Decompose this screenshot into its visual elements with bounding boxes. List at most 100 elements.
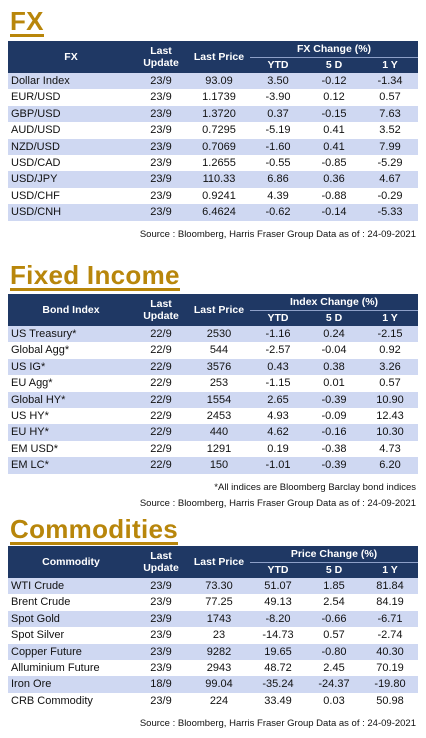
cell-price: 1.2655 — [202, 157, 236, 170]
cell-name: USD/CHF — [11, 189, 60, 202]
cell-c2: -0.39 — [306, 457, 362, 474]
cell-name: Spot Silver — [11, 629, 65, 642]
cell-update: 22/9 — [134, 326, 188, 343]
cell-price: 0.9241 — [202, 189, 236, 202]
cell-c1: -1.01 — [250, 457, 306, 474]
cell-c3: 10.90 — [362, 391, 419, 409]
cell-name: EU HY* — [8, 424, 134, 441]
cell-update: 23/9 — [134, 578, 188, 595]
table-row: US IG* 22/9 3576 0.43 0.38 3.26 — [8, 358, 419, 376]
table-row: GBP/USD 23/9 1.3720 0.37 -0.15 7.63 — [8, 105, 419, 123]
cell-c3: 70.19 — [376, 662, 404, 675]
cell-c3: 0.57 — [379, 91, 401, 104]
cell-name: US IG* — [8, 358, 134, 376]
cell-update: 22/9 — [134, 457, 188, 474]
cell-update: 22/9 — [134, 424, 188, 441]
cell-update: 23/9 — [150, 124, 172, 137]
cell-update: 23/9 — [150, 596, 172, 609]
cell-c3: 10.30 — [362, 424, 419, 441]
cell-c1: 48.72 — [264, 662, 292, 675]
table-row: Alluminium Future 23/9 2943 48.72 2.45 70.19 — [8, 660, 418, 676]
fx-title-underline — [10, 34, 44, 37]
fixed-income-note: *All indices are Bloomberg Barclay bond … — [214, 482, 416, 493]
cell-c2: 0.12 — [323, 91, 345, 104]
cell-name: USD/CNH — [8, 204, 134, 221]
table-row: USD/JPY 23/9 110.33 6.86 0.36 4.67 — [8, 171, 419, 188]
cell-c2: -0.16 — [306, 424, 362, 441]
cell-c1: 0.43 — [250, 358, 306, 376]
table-row: EU Agg* 22/9 253 -1.15 0.01 0.57 — [8, 375, 418, 391]
cell-update: 22/9 — [134, 358, 188, 376]
cell-c3: 7.63 — [362, 105, 419, 123]
cell-update: 23/9 — [134, 610, 188, 628]
cell-update: 22/9 — [150, 377, 172, 390]
fixed-income-header-price: Last Price — [188, 294, 250, 326]
cell-c2: 0.24 — [306, 326, 362, 343]
table-row: EUR/USD 23/9 1.1739 -3.90 0.12 0.57 — [8, 89, 418, 105]
commodities-table: Commodity Last Update Last Price Price C… — [8, 546, 419, 709]
cell-c3: 3.26 — [362, 358, 419, 376]
cell-update: 22/9 — [134, 391, 188, 409]
table-row: EU HY* 22/9 440 4.62 -0.16 10.30 — [8, 424, 419, 441]
cell-update: 23/9 — [134, 73, 188, 90]
cell-update: 22/9 — [150, 442, 172, 455]
cell-c2: 0.41 — [306, 138, 362, 156]
cell-price: 1.3720 — [188, 105, 250, 123]
cell-c1: -8.20 — [250, 610, 306, 628]
commodities-header-price: Last Price — [188, 546, 250, 578]
table-row: Spot Gold 23/9 1743 -8.20 -0.66 -6.71 — [8, 610, 419, 628]
cell-price: 110.33 — [188, 171, 250, 188]
cell-update: 23/9 — [134, 105, 188, 123]
table-row: Spot Silver 23/9 23 -14.73 0.57 -2.74 — [8, 627, 418, 643]
cell-price: 224 — [209, 694, 229, 707]
cell-c2: -0.88 — [321, 189, 347, 202]
cell-c3: 7.99 — [362, 138, 419, 156]
cell-c2: 0.38 — [306, 358, 362, 376]
cell-name: GBP/USD — [8, 105, 134, 123]
cell-price: 0.7069 — [188, 138, 250, 156]
cell-price: 0.7295 — [202, 124, 236, 137]
cell-price: 77.25 — [205, 596, 233, 609]
cell-c1: 2.65 — [250, 391, 306, 409]
fixed-income-table: Bond Index Last Update Last Price Index … — [8, 294, 419, 474]
cell-price: 150 — [188, 457, 250, 474]
cell-price: 3576 — [188, 358, 250, 376]
cell-price: 9282 — [188, 643, 250, 661]
fx-source: Source : Bloomberg, Harris Fraser Group … — [139, 229, 416, 240]
cell-name: Iron Ore — [8, 676, 134, 693]
table-row: EM USD* 22/9 1291 0.19 -0.38 4.73 — [8, 441, 418, 457]
cell-c3: -19.80 — [362, 676, 419, 693]
table-row: AUD/USD 23/9 0.7295 -5.19 0.41 3.52 — [8, 122, 418, 138]
cell-c1: -35.24 — [250, 676, 306, 693]
cell-update: 22/9 — [150, 344, 172, 357]
commodities-header-name: Commodity — [8, 546, 134, 578]
cell-c1: -2.57 — [265, 344, 291, 357]
cell-c1: -1.60 — [250, 138, 306, 156]
cell-name: WTI Crude — [8, 578, 134, 595]
table-row: US HY* 22/9 2453 4.93 -0.09 12.43 — [8, 408, 418, 424]
commodities-section-title: Commodities — [10, 516, 178, 545]
fixed-income-header-ytd: YTD — [250, 309, 306, 326]
cell-c2: -0.15 — [306, 105, 362, 123]
cell-c3: -5.33 — [362, 204, 419, 221]
cell-name: Global HY* — [8, 391, 134, 409]
cell-price: 544 — [209, 344, 229, 357]
cell-update: 23/9 — [134, 643, 188, 661]
cell-c2: 0.01 — [323, 377, 345, 390]
cell-c2: -0.80 — [306, 643, 362, 661]
fx-table: FX Last Update Last Price FX Change (%) … — [8, 41, 419, 221]
cell-name: Alluminium Future — [11, 662, 100, 675]
cell-update: 23/9 — [134, 171, 188, 188]
cell-name: Brent Crude — [11, 596, 71, 609]
cell-price: 2530 — [188, 326, 250, 343]
cell-c3: 40.30 — [362, 643, 419, 661]
fx-header-1y: 1 Y — [362, 56, 419, 73]
fx-header-update: Last Update — [134, 41, 188, 73]
cell-price: 1554 — [188, 391, 250, 409]
cell-c2: 0.41 — [323, 124, 345, 137]
fx-header-price: Last Price — [188, 41, 250, 73]
cell-price: 2943 — [206, 662, 232, 675]
cell-name: NZD/USD — [8, 138, 134, 156]
cell-price: 93.09 — [188, 73, 250, 90]
cell-c1: -0.55 — [265, 157, 291, 170]
